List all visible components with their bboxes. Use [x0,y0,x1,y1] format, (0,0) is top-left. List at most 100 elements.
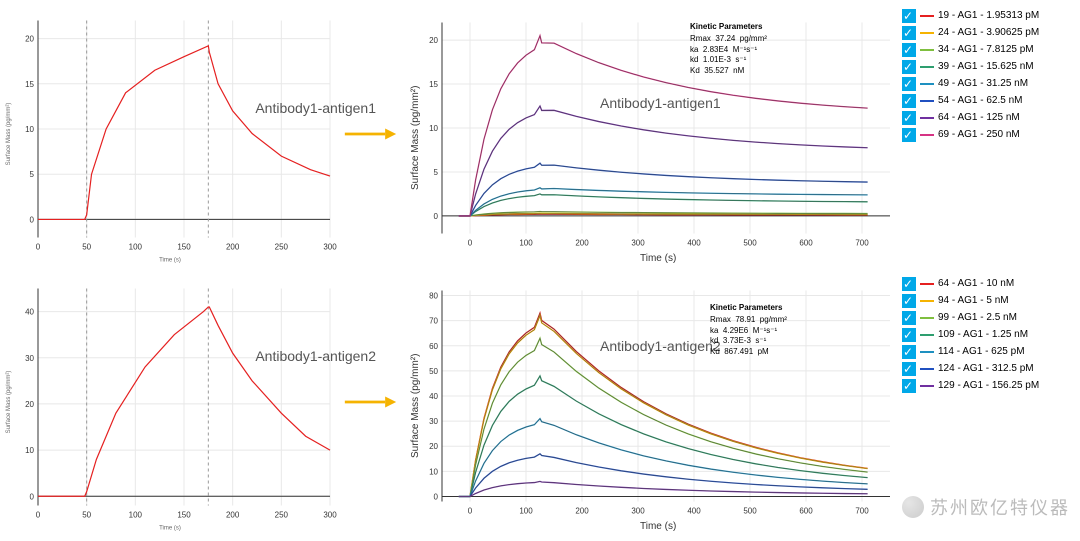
svg-text:Surface Mass (pg/mm²): Surface Mass (pg/mm²) [6,103,12,166]
color-swatch [920,66,934,68]
legend-item[interactable]: 94 - AG1 - 5 nM [902,293,1078,308]
legend-item[interactable]: 64 - AG1 - 10 nM [902,276,1078,291]
svg-text:15: 15 [429,80,438,89]
svg-text:Time (s): Time (s) [159,258,181,264]
checkbox-icon[interactable] [902,379,916,393]
legend-item[interactable]: 64 - AG1 - 125 nM [902,110,1078,125]
svg-text:500: 500 [743,239,757,248]
svg-text:250: 250 [275,511,289,520]
svg-text:0: 0 [36,243,41,252]
legend-label: 124 - AG1 - 312.5 pM [938,361,1034,376]
checkbox-icon[interactable] [902,345,916,359]
legend-label: 64 - AG1 - 10 nM [938,276,1014,291]
legend-item[interactable]: 19 - AG1 - 1.95313 pM [902,8,1078,23]
svg-text:20: 20 [429,442,438,451]
legend-item[interactable]: 69 - AG1 - 250 nM [902,127,1078,142]
svg-text:700: 700 [855,507,869,516]
chart-big-top: 051015200100200300400500600700 Antibody1… [400,0,900,268]
svg-text:100: 100 [519,239,533,248]
legend-label: 49 - AG1 - 31.25 nM [938,76,1028,91]
svg-text:200: 200 [575,239,589,248]
svg-text:0: 0 [30,215,35,224]
svg-text:60: 60 [429,342,438,351]
svg-text:40: 40 [429,392,438,401]
svg-text:0: 0 [434,492,439,501]
color-swatch [920,32,934,34]
svg-text:Surface Mass (pg/mm²): Surface Mass (pg/mm²) [6,371,12,434]
checkbox-icon[interactable] [902,9,916,23]
legend-item[interactable]: 54 - AG1 - 62.5 nM [902,93,1078,108]
color-swatch [920,368,934,370]
legend-label: 114 - AG1 - 625 pM [938,344,1025,359]
svg-text:20: 20 [25,400,34,409]
arrow-bottom [340,268,400,536]
checkbox-icon[interactable] [902,77,916,91]
svg-text:50: 50 [82,243,91,252]
legend-label: 64 - AG1 - 125 nM [938,110,1020,125]
kinetic-row: Kd 867.491 pM [710,347,787,357]
svg-text:300: 300 [323,511,337,520]
svg-text:70: 70 [429,317,438,326]
svg-text:300: 300 [631,507,645,516]
legend-label: 109 - AG1 - 1.25 nM [938,327,1028,342]
svg-text:0: 0 [468,507,473,516]
checkbox-icon[interactable] [902,94,916,108]
kinetic-row: kd 3.73E-3 s⁻¹ [710,336,787,346]
color-swatch [920,134,934,136]
svg-text:Time (s): Time (s) [159,526,181,532]
checkbox-icon[interactable] [902,277,916,291]
svg-text:20: 20 [25,35,34,44]
svg-text:200: 200 [575,507,589,516]
kinetic-params-top: Kinetic ParametersRmax 37.24 pg/mm²ka 2.… [690,22,767,76]
legend-item[interactable]: 114 - AG1 - 625 pM [902,344,1078,359]
legend-item[interactable]: 24 - AG1 - 3.90625 pM [902,25,1078,40]
legend-label: 94 - AG1 - 5 nM [938,293,1009,308]
kinetic-title: Kinetic Parameters [690,22,767,32]
svg-text:0: 0 [434,212,439,221]
kinetic-row: Rmax 78.91 pg/mm² [710,315,787,325]
svg-text:10: 10 [429,467,438,476]
legend-item[interactable]: 99 - AG1 - 2.5 nM [902,310,1078,325]
legend-item[interactable]: 109 - AG1 - 1.25 nM [902,327,1078,342]
svg-text:0: 0 [30,492,35,501]
svg-text:0: 0 [468,239,473,248]
chart-big-bottom: 010203040506070800100200300400500600700 … [400,268,900,536]
legend-label: 39 - AG1 - 15.625 nM [938,59,1034,74]
legend-item[interactable]: 49 - AG1 - 31.25 nM [902,76,1078,91]
legend-item[interactable]: 39 - AG1 - 15.625 nM [902,59,1078,74]
legend-item[interactable]: 129 - AG1 - 156.25 pM [902,378,1078,393]
svg-text:600: 600 [799,507,813,516]
legend-label: 19 - AG1 - 1.95313 pM [938,8,1039,23]
legend-label: 54 - AG1 - 62.5 nM [938,93,1023,108]
svg-text:80: 80 [429,292,438,301]
color-swatch [920,83,934,85]
checkbox-icon[interactable] [902,311,916,325]
checkbox-icon[interactable] [902,111,916,125]
label-tr: Antibody1-antigen1 [600,95,721,111]
svg-text:10: 10 [25,446,34,455]
svg-text:200: 200 [226,243,240,252]
legend-item[interactable]: 34 - AG1 - 7.8125 pM [902,42,1078,57]
checkbox-icon[interactable] [902,26,916,40]
svg-text:5: 5 [434,168,439,177]
checkbox-icon[interactable] [902,60,916,74]
color-swatch [920,385,934,387]
svg-text:150: 150 [177,243,191,252]
watermark: 苏州欧亿特仪器 [902,494,1070,520]
checkbox-icon[interactable] [902,362,916,376]
legend-item[interactable]: 124 - AG1 - 312.5 pM [902,361,1078,376]
svg-text:700: 700 [855,239,869,248]
xlabel-top: Time (s) [640,253,676,264]
legend-top: 19 - AG1 - 1.95313 pM 24 - AG1 - 3.90625 … [900,0,1080,268]
svg-text:200: 200 [226,511,240,520]
checkbox-icon[interactable] [902,328,916,342]
color-swatch [920,49,934,51]
checkbox-icon[interactable] [902,294,916,308]
checkbox-icon[interactable] [902,128,916,142]
svg-text:100: 100 [519,507,533,516]
checkbox-icon[interactable] [902,43,916,57]
svg-text:600: 600 [799,239,813,248]
legend-label: 69 - AG1 - 250 nM [938,127,1020,142]
wechat-icon [902,496,924,518]
svg-text:250: 250 [275,243,289,252]
